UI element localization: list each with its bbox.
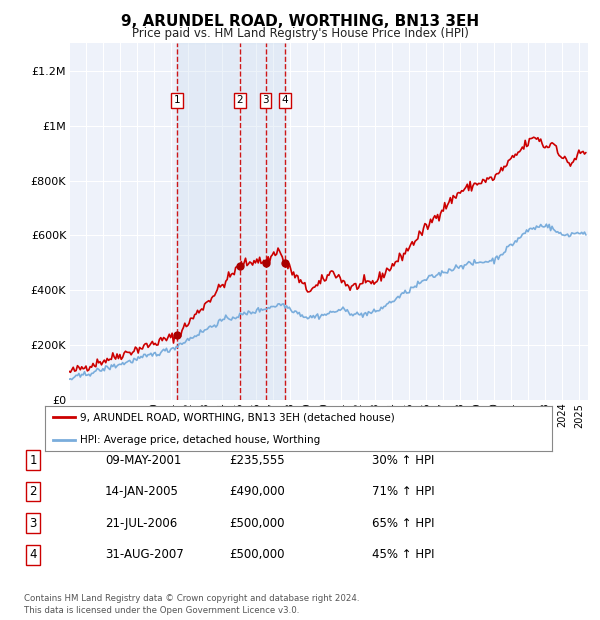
Text: 21-JUL-2006: 21-JUL-2006 [105, 517, 177, 529]
Text: HPI: Average price, detached house, Worthing: HPI: Average price, detached house, Wort… [80, 435, 321, 445]
Text: Contains HM Land Registry data © Crown copyright and database right 2024.
This d: Contains HM Land Registry data © Crown c… [24, 594, 359, 615]
Text: 09-MAY-2001: 09-MAY-2001 [105, 454, 181, 466]
Text: 3: 3 [262, 95, 269, 105]
Text: 14-JAN-2005: 14-JAN-2005 [105, 485, 179, 498]
Text: 2: 2 [236, 95, 243, 105]
Bar [177, 43, 284, 400]
Text: 31-AUG-2007: 31-AUG-2007 [105, 549, 184, 561]
Text: 4: 4 [29, 549, 37, 561]
Text: 71% ↑ HPI: 71% ↑ HPI [372, 485, 434, 498]
Text: £235,555: £235,555 [229, 454, 285, 466]
Text: Price paid vs. HM Land Registry's House Price Index (HPI): Price paid vs. HM Land Registry's House … [131, 27, 469, 40]
Text: 4: 4 [281, 95, 288, 105]
Text: 3: 3 [29, 517, 37, 529]
Text: 30% ↑ HPI: 30% ↑ HPI [372, 454, 434, 466]
Text: £490,000: £490,000 [229, 485, 285, 498]
Text: 2: 2 [29, 485, 37, 498]
Text: 1: 1 [174, 95, 181, 105]
Text: £500,000: £500,000 [229, 517, 285, 529]
Text: 1: 1 [29, 454, 37, 466]
Text: 65% ↑ HPI: 65% ↑ HPI [372, 517, 434, 529]
Text: 9, ARUNDEL ROAD, WORTHING, BN13 3EH: 9, ARUNDEL ROAD, WORTHING, BN13 3EH [121, 14, 479, 29]
Text: 45% ↑ HPI: 45% ↑ HPI [372, 549, 434, 561]
Text: £500,000: £500,000 [229, 549, 285, 561]
Text: 9, ARUNDEL ROAD, WORTHING, BN13 3EH (detached house): 9, ARUNDEL ROAD, WORTHING, BN13 3EH (det… [80, 412, 395, 422]
